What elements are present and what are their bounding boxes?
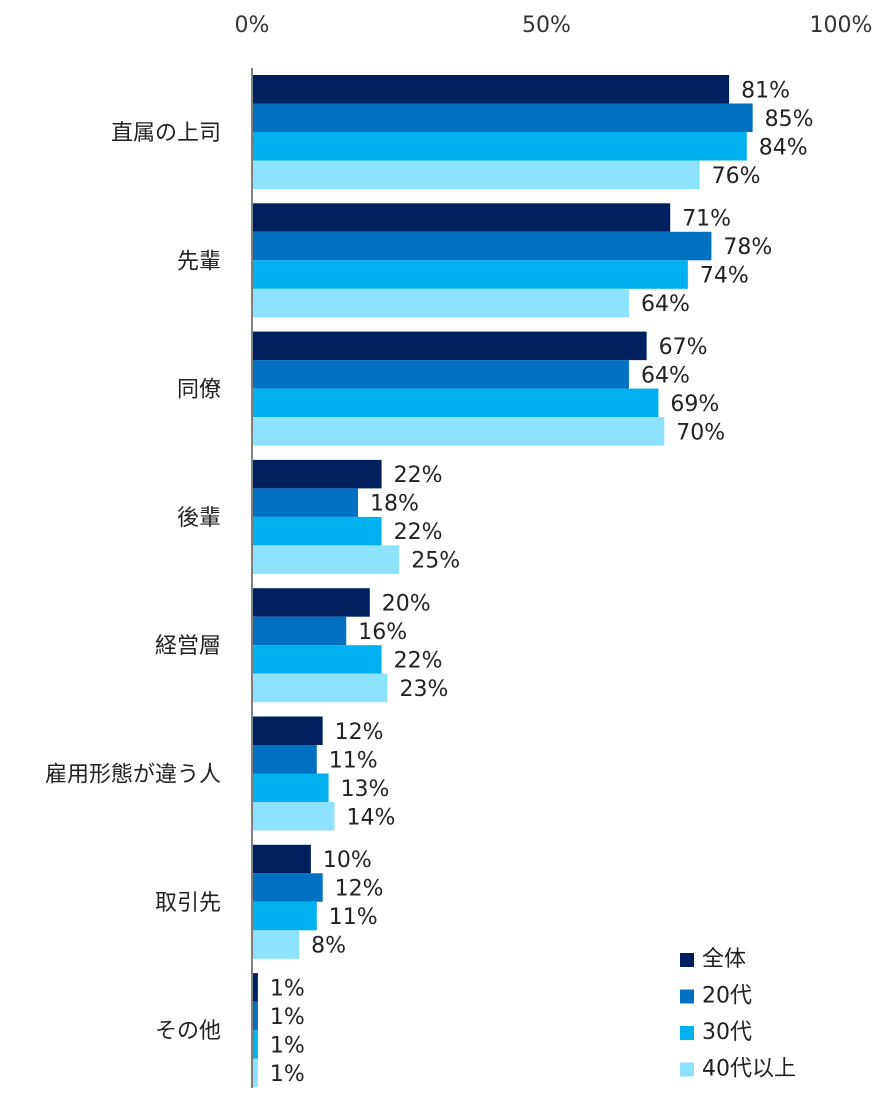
bar xyxy=(252,331,647,361)
data-label: 8% xyxy=(311,934,346,959)
bar xyxy=(252,488,359,517)
data-labels: 81% 85% 84% 76% 71% 78% 74% 64% 67% 64% 69% 70% 22% 1… xyxy=(270,78,814,1087)
bar xyxy=(252,231,712,261)
data-label: 70% xyxy=(676,420,725,445)
data-label: 12% xyxy=(335,877,384,902)
bar xyxy=(252,1001,258,1031)
bar xyxy=(252,1030,258,1059)
bar xyxy=(252,75,730,104)
category-label: 取引先 xyxy=(155,891,221,916)
bar xyxy=(252,616,347,646)
data-label: 14% xyxy=(346,805,395,830)
bar xyxy=(252,260,688,289)
bar xyxy=(252,417,665,446)
data-label: 11% xyxy=(329,905,378,930)
data-label: 11% xyxy=(329,748,378,773)
data-label: 71% xyxy=(682,207,731,232)
category-label: 先輩 xyxy=(177,249,221,274)
data-label: 16% xyxy=(358,620,407,645)
bar xyxy=(252,388,659,418)
x-tick-label: 50% xyxy=(522,13,571,38)
bar xyxy=(252,516,382,546)
legend: 全体 20代 30代 40代以上 xyxy=(680,947,796,1082)
bar xyxy=(252,160,700,189)
bar xyxy=(252,873,323,902)
legend-label: 20代 xyxy=(702,984,752,1009)
bar xyxy=(252,773,329,802)
data-label: 78% xyxy=(723,235,772,260)
category-label: 後輩 xyxy=(177,506,221,531)
category-label: 経営層 xyxy=(155,634,221,659)
data-label: 64% xyxy=(641,292,690,317)
bar xyxy=(252,901,317,931)
data-label: 10% xyxy=(323,848,372,873)
bar xyxy=(252,459,382,489)
data-label: 22% xyxy=(394,463,443,488)
data-label: 13% xyxy=(341,777,390,802)
legend-swatch xyxy=(680,1062,694,1077)
data-label: 22% xyxy=(394,648,443,673)
data-label: 1% xyxy=(270,1005,305,1030)
x-tick-label: 0% xyxy=(235,13,270,38)
legend-label: 40代以上 xyxy=(702,1057,796,1082)
legend-swatch xyxy=(680,989,694,1004)
bar-group xyxy=(252,75,753,1088)
data-label: 1% xyxy=(270,1033,305,1058)
data-label: 76% xyxy=(712,164,761,189)
data-label: 67% xyxy=(659,335,708,360)
bar xyxy=(252,973,258,1002)
legend-swatch xyxy=(680,1026,694,1040)
bar xyxy=(252,673,388,703)
bar xyxy=(252,103,753,132)
bar xyxy=(252,802,335,831)
data-label: 25% xyxy=(411,549,460,574)
category-label: 同僚 xyxy=(177,378,221,403)
category-label: その他 xyxy=(155,1019,221,1044)
data-label: 84% xyxy=(759,135,808,160)
bar xyxy=(252,203,671,232)
bar xyxy=(252,588,370,617)
data-label: 81% xyxy=(741,78,790,103)
data-label: 22% xyxy=(394,520,443,545)
data-label: 74% xyxy=(700,264,749,289)
category-label: 直属の上司 xyxy=(111,121,221,146)
bar xyxy=(252,745,317,774)
legend-swatch xyxy=(680,953,694,967)
bar xyxy=(252,132,747,161)
data-label: 12% xyxy=(335,720,384,745)
legend-label: 30代 xyxy=(702,1020,752,1045)
category-label: 雇用形態が違う人 xyxy=(45,763,221,788)
bar xyxy=(252,930,300,959)
data-label: 85% xyxy=(765,107,814,132)
x-tick-label: 100% xyxy=(810,13,873,38)
bar xyxy=(252,844,311,874)
bar xyxy=(252,716,323,745)
bar xyxy=(252,360,629,389)
bar xyxy=(252,645,382,674)
bar xyxy=(252,1058,258,1088)
data-label: 20% xyxy=(382,591,431,616)
data-label: 18% xyxy=(370,492,419,517)
data-label: 69% xyxy=(670,392,719,417)
x-axis-ticks: 0% 50% 100% xyxy=(235,13,873,38)
bar xyxy=(252,545,400,574)
data-label: 64% xyxy=(641,363,690,388)
bar xyxy=(252,288,629,318)
data-label: 1% xyxy=(270,976,305,1001)
legend-label: 全体 xyxy=(702,947,746,972)
data-label: 23% xyxy=(399,677,448,702)
data-label: 1% xyxy=(270,1062,305,1087)
